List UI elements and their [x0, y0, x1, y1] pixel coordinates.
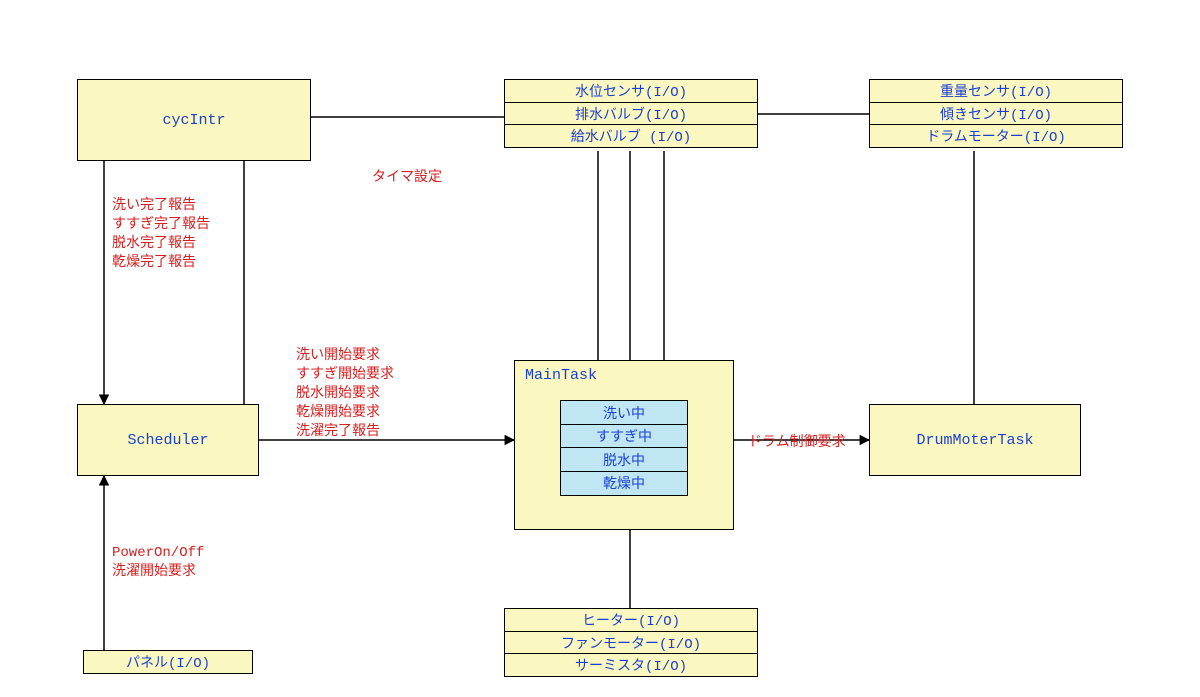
- maintask-state: 洗い中: [560, 400, 688, 425]
- maintask-state-stack: 洗い中すすぎ中脱水中乾燥中: [560, 400, 688, 496]
- io-stack-bottom: ヒーター(I/O)ファンモーター(I/O)サーミスタ(I/O): [504, 608, 758, 677]
- io-stack-top-right: 重量センサ(I/O)傾きセンサ(I/O)ドラムモーター(I/O): [869, 79, 1123, 148]
- io-stack-top-center: 水位センサ(I/O)排水バルブ(I/O)給水バルブ (I/O): [504, 79, 758, 148]
- maintask-state: すすぎ中: [560, 424, 688, 449]
- node-scheduler: Scheduler: [77, 404, 259, 476]
- node-cycintr: cycIntr: [77, 79, 311, 161]
- label-power-on-off: PowerOn/Off 洗濯開始要求: [112, 544, 204, 582]
- io-row: ファンモーター(I/O): [504, 631, 758, 655]
- io-row: ヒーター(I/O): [504, 608, 758, 632]
- node-drummotortask: DrumMoterTask: [869, 404, 1081, 476]
- label-start-requests: 洗い開始要求 すすぎ開始要求 脱水開始要求 乾燥開始要求 洗濯完了報告: [296, 347, 394, 441]
- io-row: 傾きセンサ(I/O): [869, 102, 1123, 126]
- io-row: 水位センサ(I/O): [504, 79, 758, 103]
- maintask-state: 乾燥中: [560, 471, 688, 496]
- io-row: 重量センサ(I/O): [869, 79, 1123, 103]
- label-timer-setting: タイマ設定: [372, 169, 442, 188]
- io-row: サーミスタ(I/O): [504, 653, 758, 677]
- io-row: 給水バルブ (I/O): [504, 124, 758, 148]
- label-completion-reports: 洗い完了報告 すすぎ完了報告 脱水完了報告 乾燥完了報告: [112, 197, 210, 273]
- node-panel-io: パネル(I/O): [83, 650, 253, 674]
- io-row: 排水バルブ(I/O): [504, 102, 758, 126]
- maintask-state: 脱水中: [560, 447, 688, 472]
- diagram-canvas: cycIntr Scheduler DrumMoterTask パネル(I/O)…: [0, 0, 1200, 697]
- label-drum-control: ドラム制御要求: [748, 434, 846, 453]
- io-row: ドラムモーター(I/O): [869, 124, 1123, 148]
- maintask-title: MainTask: [525, 367, 597, 384]
